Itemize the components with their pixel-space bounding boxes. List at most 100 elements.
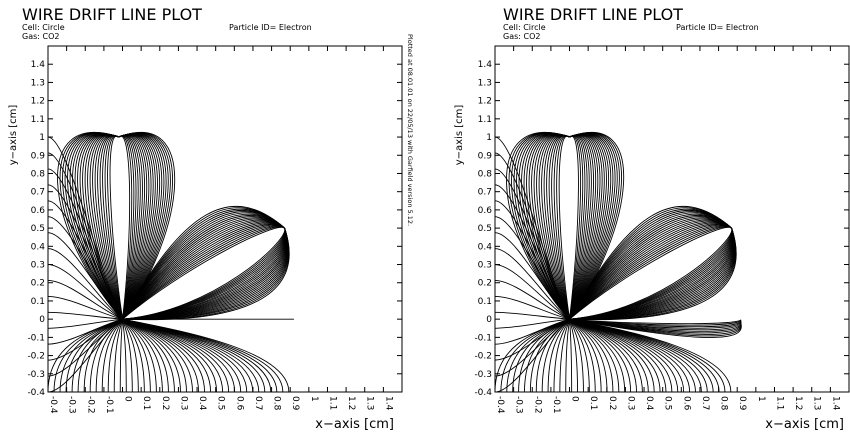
- drift-line: [48, 318, 123, 361]
- chart-right-y-axis-label: y−axis [cm]: [454, 105, 465, 166]
- y-tick-label: 1.2: [31, 97, 45, 107]
- drift-line: [48, 168, 123, 320]
- x-tick-label: 1.2: [346, 396, 356, 410]
- drift-line: [118, 134, 150, 320]
- y-tick-label: -0.4: [27, 388, 45, 398]
- y-tick-label: 0.6: [478, 206, 493, 216]
- drift-line: [118, 135, 137, 320]
- drift-line: [495, 318, 570, 329]
- drift-line: [569, 134, 590, 320]
- y-tick-label: 0.1: [31, 297, 45, 307]
- x-tick-label: 0.7: [700, 396, 710, 410]
- drift-line: [119, 319, 123, 392]
- y-tick-label: 0.4: [478, 242, 493, 252]
- drift-line: [101, 318, 123, 392]
- x-tick-label: 0.2: [607, 396, 617, 410]
- drift-line: [569, 132, 620, 320]
- drift-line: [569, 222, 732, 320]
- drift-line: [569, 227, 737, 321]
- y-tick-label: 1.4: [31, 60, 46, 70]
- y-tick-label: 1.3: [31, 78, 45, 88]
- drift-line: [569, 135, 586, 320]
- drift-line: [506, 131, 570, 320]
- drift-line: [48, 248, 123, 320]
- y-tick-label: 0.4: [31, 242, 46, 252]
- x-tick-label: 0.8: [272, 396, 282, 411]
- drift-line: [558, 135, 570, 320]
- drift-line: [523, 133, 570, 320]
- y-tick-label: -0.3: [27, 370, 45, 380]
- y-tick-label: -0.1: [27, 333, 45, 343]
- y-tick-label: 0.1: [478, 297, 492, 307]
- drift-line: [122, 319, 133, 392]
- chart-left-y-ticks: -0.4 -0.3 -0.2 -0.1 0 0.1 0.2 0.3 0.4 0.5 0.6 0.7 0.…: [27, 60, 402, 398]
- y-tick-label: 0.6: [31, 206, 46, 216]
- drift-line: [118, 133, 161, 320]
- x-tick-label: 0.4: [197, 396, 207, 411]
- drift-line: [541, 134, 570, 320]
- drift-line: [95, 318, 123, 392]
- drift-line: [569, 219, 732, 320]
- drift-line: [569, 132, 616, 320]
- drift-line: [569, 135, 588, 320]
- x-tick-label: 1.3: [365, 396, 375, 410]
- drift-line: [569, 221, 732, 320]
- drift-line: [48, 232, 123, 320]
- drift-line: [97, 134, 123, 320]
- drift-line: [48, 152, 123, 320]
- drift-line: [107, 135, 123, 320]
- drift-line: [48, 264, 123, 320]
- drift-line: [546, 134, 570, 320]
- x-tick-label: 1.4: [383, 396, 393, 411]
- drift-line: [113, 319, 123, 392]
- drift-line: [569, 135, 582, 320]
- x-tick-label: -0.1: [104, 396, 114, 414]
- drift-line: [569, 218, 732, 320]
- x-tick-label: 1: [309, 396, 319, 402]
- drift-line: [569, 133, 614, 320]
- drift-line: [495, 295, 570, 320]
- drift-line: [122, 318, 260, 392]
- drift-line: [48, 311, 123, 320]
- y-tick-label: 0: [39, 315, 45, 325]
- chart-left-y-axis-label: y−axis [cm]: [8, 105, 19, 166]
- x-tick-label: 0.2: [160, 396, 170, 410]
- drift-line: [495, 264, 570, 320]
- drift-line: [495, 152, 570, 320]
- drift-line: [48, 216, 123, 320]
- drift-line: [122, 226, 285, 320]
- chart-left-drift-lines: [48, 131, 294, 392]
- chart-right-drift-lines: [495, 131, 742, 392]
- x-tick-label: -0.3: [67, 396, 77, 414]
- chart-left-x-ticks: -0.4 -0.3 -0.2 -0.1 0 0.1 0.2 0.3 0.4 0.5 0.6 0.7 0.…: [47, 46, 393, 414]
- drift-line: [569, 133, 610, 320]
- y-tick-label: 0.8: [478, 169, 493, 179]
- drift-line: [99, 135, 123, 320]
- y-tick-label: -0.1: [474, 333, 492, 343]
- drift-line: [122, 223, 285, 320]
- y-tick-label: -0.4: [474, 388, 492, 398]
- drift-line: [59, 132, 123, 320]
- y-tick-label: -0.2: [474, 352, 492, 362]
- drift-line: [495, 200, 570, 320]
- drift-line: [551, 135, 570, 320]
- drift-line: [118, 135, 139, 320]
- drift-line: [122, 214, 285, 320]
- drift-line: [48, 318, 123, 345]
- x-tick-label: 0.9: [737, 396, 747, 411]
- drift-line: [122, 221, 285, 320]
- drift-line: [48, 184, 123, 320]
- drift-line: [569, 134, 603, 320]
- drift-line: [565, 319, 570, 392]
- drift-line: [543, 134, 570, 320]
- drift-line: [495, 318, 570, 361]
- chart-right-plot-frame: [494, 45, 850, 393]
- drift-line: [569, 225, 732, 320]
- y-tick-label: 0.3: [31, 261, 45, 271]
- x-tick-label: 0.9: [290, 396, 300, 411]
- drift-line: [569, 135, 579, 320]
- drift-line: [79, 134, 123, 320]
- drift-line: [48, 200, 123, 320]
- drift-line: [118, 134, 143, 320]
